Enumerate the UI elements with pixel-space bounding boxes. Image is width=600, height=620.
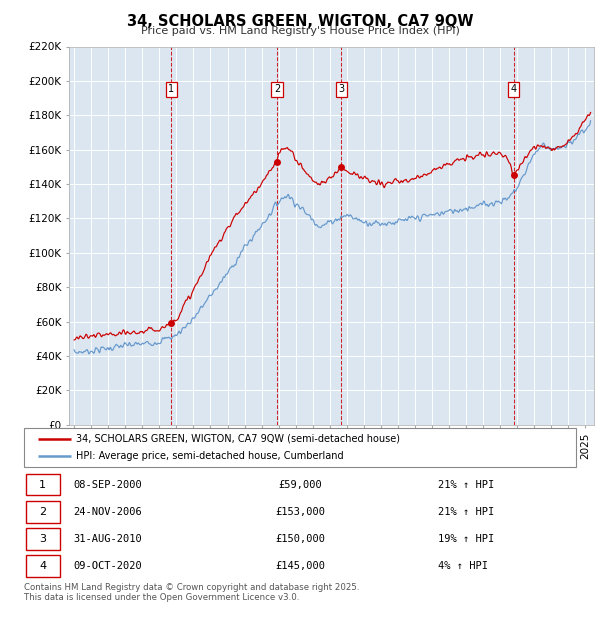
Text: 4: 4: [511, 84, 517, 94]
Text: HPI: Average price, semi-detached house, Cumberland: HPI: Average price, semi-detached house,…: [76, 451, 344, 461]
Text: 34, SCHOLARS GREEN, WIGTON, CA7 9QW (semi-detached house): 34, SCHOLARS GREEN, WIGTON, CA7 9QW (sem…: [76, 434, 400, 444]
FancyBboxPatch shape: [26, 501, 60, 523]
Text: 34, SCHOLARS GREEN, WIGTON, CA7 9QW: 34, SCHOLARS GREEN, WIGTON, CA7 9QW: [127, 14, 473, 29]
Text: £145,000: £145,000: [275, 561, 325, 571]
Text: £59,000: £59,000: [278, 480, 322, 490]
Text: £153,000: £153,000: [275, 507, 325, 517]
FancyBboxPatch shape: [26, 556, 60, 577]
Text: 21% ↑ HPI: 21% ↑ HPI: [438, 480, 494, 490]
Text: 4: 4: [39, 561, 46, 571]
Text: Price paid vs. HM Land Registry's House Price Index (HPI): Price paid vs. HM Land Registry's House …: [140, 26, 460, 36]
Text: 19% ↑ HPI: 19% ↑ HPI: [438, 534, 494, 544]
Text: 3: 3: [338, 84, 344, 94]
Text: 08-SEP-2000: 08-SEP-2000: [74, 480, 142, 490]
Text: 1: 1: [168, 84, 174, 94]
Text: 3: 3: [39, 534, 46, 544]
Text: 4% ↑ HPI: 4% ↑ HPI: [438, 561, 488, 571]
Text: 1: 1: [39, 480, 46, 490]
Text: 09-OCT-2020: 09-OCT-2020: [74, 561, 142, 571]
Text: 21% ↑ HPI: 21% ↑ HPI: [438, 507, 494, 517]
Text: £150,000: £150,000: [275, 534, 325, 544]
Text: 2: 2: [39, 507, 46, 517]
FancyBboxPatch shape: [26, 474, 60, 495]
Text: Contains HM Land Registry data © Crown copyright and database right 2025.
This d: Contains HM Land Registry data © Crown c…: [24, 583, 359, 602]
FancyBboxPatch shape: [26, 528, 60, 550]
Text: 31-AUG-2010: 31-AUG-2010: [74, 534, 142, 544]
FancyBboxPatch shape: [24, 428, 576, 467]
Text: 24-NOV-2006: 24-NOV-2006: [74, 507, 142, 517]
Text: 2: 2: [274, 84, 280, 94]
